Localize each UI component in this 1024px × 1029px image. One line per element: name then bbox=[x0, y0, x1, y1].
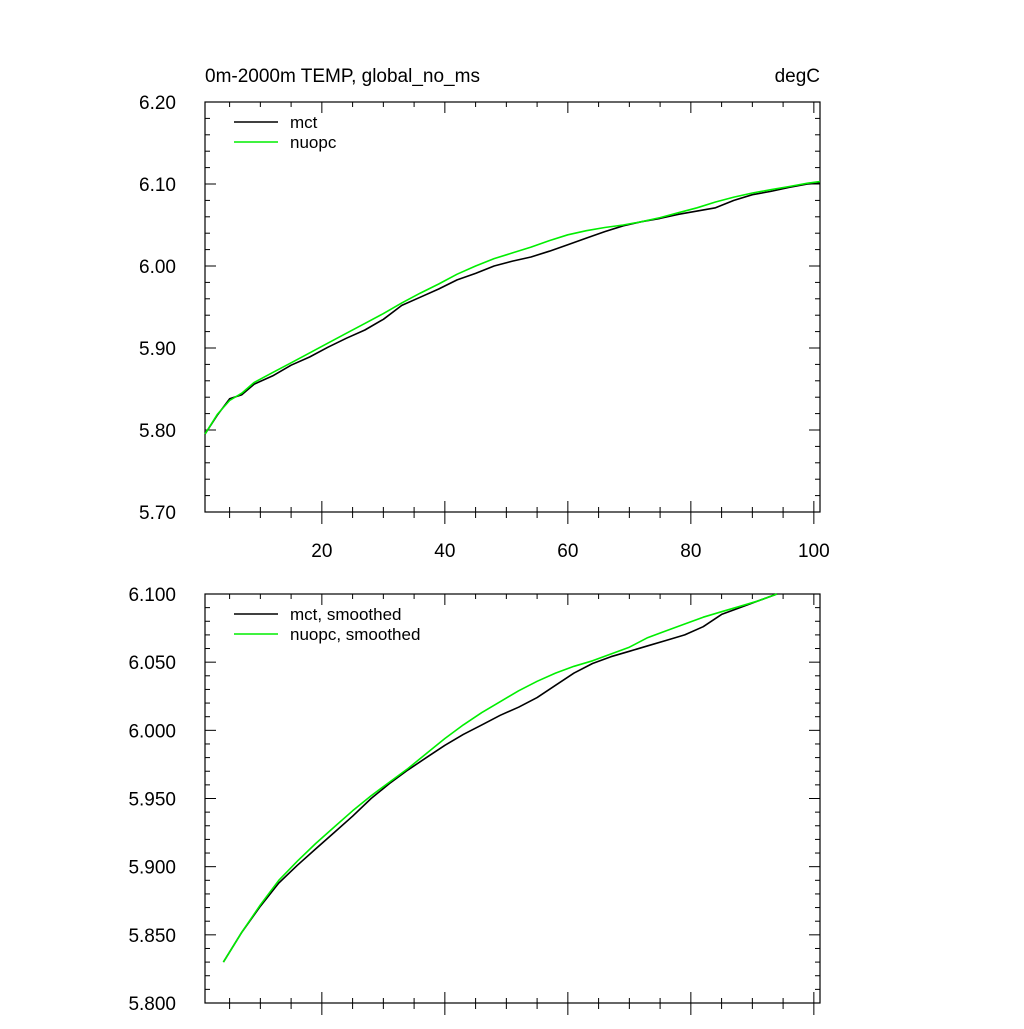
series-line-mct bbox=[204, 182, 821, 435]
plot-frame bbox=[204, 101, 821, 513]
y-tick-label: 6.20 bbox=[139, 93, 176, 114]
y-tick-label: 5.900 bbox=[128, 858, 176, 879]
plot-frame bbox=[204, 593, 821, 1004]
y-tick-label: 5.80 bbox=[139, 421, 176, 442]
x-tick-label: 40 bbox=[434, 541, 455, 562]
y-tick-label: 6.10 bbox=[139, 175, 176, 196]
series-line-nuopc bbox=[204, 180, 821, 435]
x-tick-label: 100 bbox=[798, 541, 830, 562]
y-tick-label: 5.90 bbox=[139, 339, 176, 360]
x-tick-label: 60 bbox=[557, 541, 578, 562]
x-tick-label: 80 bbox=[680, 541, 701, 562]
top-panel: 20 40 60 80 100 5.70 5.80 5.90 6.00 6.10 6.20 mctnu… bbox=[139, 66, 830, 562]
y-tick-label: 5.950 bbox=[128, 790, 176, 811]
chart-units: degC bbox=[775, 66, 820, 87]
y-tick-label: 5.850 bbox=[128, 926, 176, 947]
y-tick-label: 6.050 bbox=[128, 653, 176, 674]
legend-label: nuopc bbox=[290, 133, 337, 152]
legend-label: mct, smoothed bbox=[290, 605, 402, 624]
bottom-panel: 5.800 5.850 5.900 5.950 6.000 6.050 6.100 mct, … bbox=[128, 585, 821, 1015]
chart-title: 0m-2000m TEMP, global_no_ms bbox=[205, 66, 480, 87]
series-line-mct-smoothed bbox=[222, 593, 778, 963]
y-tick-label: 6.100 bbox=[128, 585, 176, 606]
y-tick-label: 6.000 bbox=[128, 721, 176, 742]
y-tick-label: 5.800 bbox=[128, 994, 176, 1015]
y-tick-label: 5.70 bbox=[139, 503, 176, 524]
legend-label: mct bbox=[290, 113, 318, 132]
x-tick-label: 20 bbox=[311, 541, 332, 562]
legend-label: nuopc, smoothed bbox=[290, 625, 420, 644]
y-tick-label: 6.00 bbox=[139, 257, 176, 278]
series-line-nuopc-smoothed bbox=[222, 593, 778, 963]
